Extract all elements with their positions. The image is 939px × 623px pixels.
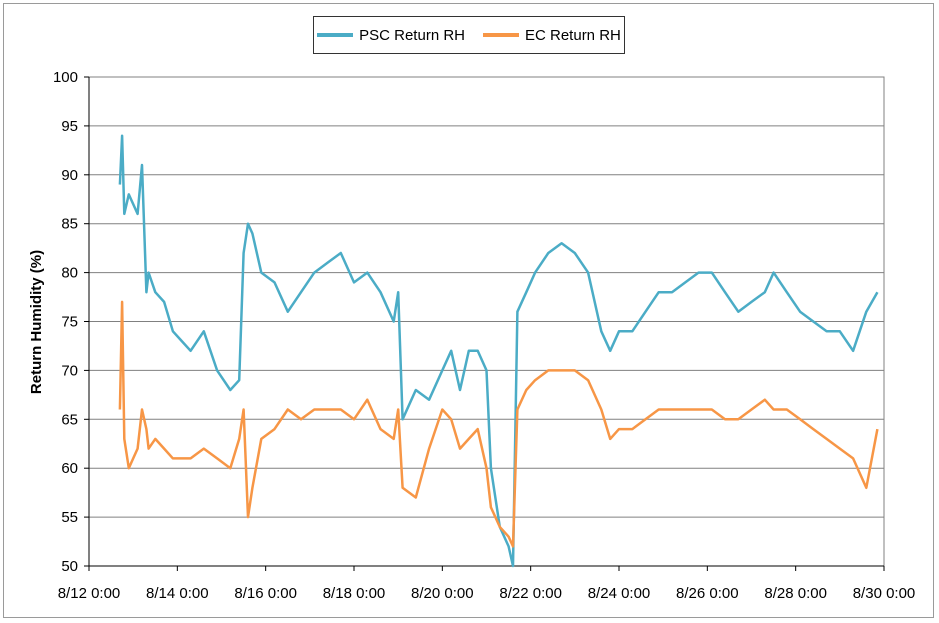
x-tick-label-4: 8/20 0:00 (411, 585, 474, 602)
legend-swatch-ec (483, 33, 519, 37)
legend-item-psc: PSC Return RH (317, 27, 465, 44)
x-tick-label-6: 8/24 0:00 (588, 585, 651, 602)
y-axis-title: Return Humidity (%) (28, 250, 45, 394)
y-tick-label-55: 55 (61, 509, 78, 526)
y-tick-label-90: 90 (61, 167, 78, 184)
series-line-ec-return-rh (118, 300, 879, 548)
x-tick-label-3: 8/18 0:00 (323, 585, 386, 602)
series-layer (118, 134, 879, 568)
y-axis: 50 55 60 65 70 75 80 85 90 95 100 (53, 69, 89, 575)
chart-legend: PSC Return RH EC Return RH (313, 16, 625, 54)
y-tick-label-65: 65 (61, 411, 78, 428)
series-line-psc-return-rh (118, 134, 879, 568)
x-tick-label-1: 8/14 0:00 (146, 585, 209, 602)
x-axis: 8/12 0:00 8/14 0:00 8/16 0:00 8/18 0:00 8/20… (58, 566, 916, 602)
y-tick-label-100: 100 (53, 69, 78, 86)
y-tick-label-70: 70 (61, 362, 78, 379)
y-tick-label-85: 85 (61, 216, 78, 233)
y-tick-label-75: 75 (61, 314, 78, 331)
chart-frame (3, 3, 934, 618)
y-tick-label-80: 80 (61, 265, 78, 282)
y-tick-label-60: 60 (61, 460, 78, 477)
x-tick-label-9: 8/30 0:00 (853, 585, 916, 602)
y-tick-label-95: 95 (61, 118, 78, 135)
legend-label-psc: PSC Return RH (359, 26, 465, 44)
grid-lines (89, 76, 884, 567)
x-tick-label-0: 8/12 0:00 (58, 585, 121, 602)
x-tick-label-7: 8/26 0:00 (676, 585, 739, 602)
legend-swatch-psc (317, 33, 354, 37)
x-tick-label-5: 8/22 0:00 (499, 585, 562, 602)
x-tick-label-2: 8/16 0:00 (234, 585, 297, 602)
legend-label-ec: EC Return RH (525, 26, 621, 44)
y-tick-label-50: 50 (61, 558, 78, 575)
legend-item-ec: EC Return RH (483, 27, 621, 44)
x-tick-label-8: 8/28 0:00 (764, 585, 827, 602)
